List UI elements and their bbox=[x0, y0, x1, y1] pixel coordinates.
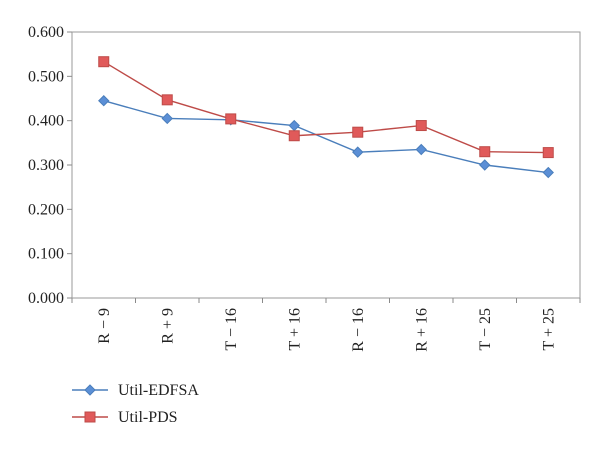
legend-label: Util-EDFSA bbox=[118, 382, 199, 399]
y-tick-label: 0.200 bbox=[28, 201, 64, 218]
data-point-marker bbox=[542, 147, 554, 159]
x-tick-label: T + 25 bbox=[540, 308, 557, 351]
x-axis: R − 9 R + 9 T − 16 T + 16 R − 16 R + 16 T − 25… bbox=[71, 298, 581, 352]
data-point-marker bbox=[415, 120, 427, 132]
y-axis: 0.000 0.100 0.200 0.300 0.400 0.500 0.600 bbox=[28, 24, 72, 307]
x-tick-label: T − 25 bbox=[477, 308, 494, 351]
x-tick-label: T + 16 bbox=[286, 308, 303, 351]
x-tick-label: R + 16 bbox=[413, 308, 430, 352]
series-line bbox=[103, 61, 549, 154]
y-tick-label: 0.300 bbox=[28, 157, 64, 174]
legend-item: Util-EDFSA bbox=[72, 382, 199, 399]
data-point-marker bbox=[352, 146, 364, 158]
data-point-marker bbox=[225, 113, 237, 125]
legend: Util-EDFSA Util-PDS bbox=[72, 382, 199, 426]
series-line bbox=[103, 100, 549, 174]
y-tick-label: 0.600 bbox=[28, 24, 64, 41]
x-tick-label: R − 16 bbox=[350, 308, 367, 352]
y-tick-label: 0.100 bbox=[28, 246, 64, 263]
y-tick-label: 0.500 bbox=[28, 68, 64, 85]
data-point-marker bbox=[542, 166, 554, 179]
data-point-marker bbox=[415, 143, 427, 156]
series-layer bbox=[98, 56, 554, 179]
data-point-marker bbox=[161, 112, 173, 125]
y-tick-label: 0.400 bbox=[28, 113, 64, 130]
legend-marker bbox=[84, 384, 96, 396]
legend-label: Util-PDS bbox=[118, 409, 178, 426]
series-util-pds bbox=[98, 56, 554, 159]
data-point-marker bbox=[479, 159, 491, 171]
data-point-marker bbox=[352, 126, 364, 138]
x-tick-label: R + 9 bbox=[159, 308, 176, 344]
data-point-marker bbox=[479, 146, 491, 158]
data-point-marker bbox=[98, 56, 110, 68]
data-point-marker bbox=[288, 130, 300, 142]
legend-marker bbox=[84, 411, 96, 423]
x-tick-label: T − 16 bbox=[223, 308, 240, 351]
data-point-marker bbox=[161, 94, 173, 106]
data-point-marker bbox=[98, 95, 110, 107]
plot-area-frame bbox=[71, 31, 581, 299]
legend-item: Util-PDS bbox=[72, 409, 178, 426]
y-tick-label: 0.000 bbox=[28, 290, 64, 307]
x-tick-label: R − 9 bbox=[96, 308, 113, 344]
